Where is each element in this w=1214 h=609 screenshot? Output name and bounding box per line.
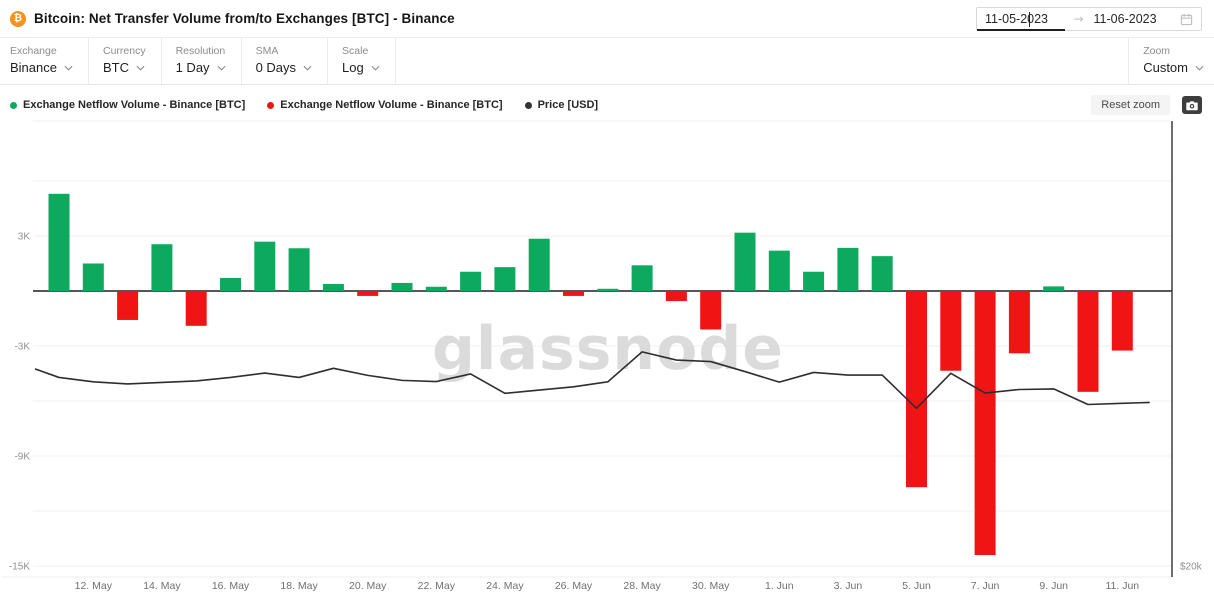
camera-screenshot-button[interactable]: [1182, 96, 1202, 114]
netflow-bar[interactable]: [1111, 290, 1133, 351]
x-axis-tick-label: 20. May: [349, 580, 387, 592]
netflow-bar[interactable]: [1008, 290, 1030, 354]
x-axis-tick-label: 24. May: [486, 580, 524, 592]
netflow-bar[interactable]: [185, 290, 207, 326]
netflow-bar[interactable]: [563, 290, 584, 296]
x-axis-tick-label: 18. May: [280, 580, 318, 592]
zoom-select[interactable]: Zoom Custom: [1128, 38, 1214, 84]
netflow-bar[interactable]: [220, 277, 241, 291]
calendar-icon[interactable]: [1180, 13, 1193, 26]
netflow-bar[interactable]: [906, 290, 927, 488]
x-axis-tick-label: 9. Jun: [1039, 580, 1068, 592]
netflow-bar[interactable]: [357, 290, 379, 296]
chart-legend-row: Exchange Netflow Volume - Binance [BTC] …: [0, 85, 1214, 115]
netflow-bar[interactable]: [322, 284, 344, 291]
x-axis-tick-label: 12. May: [75, 580, 113, 592]
active-input-underline: [977, 29, 1066, 31]
sma-select[interactable]: SMA 0 Days: [242, 38, 329, 84]
x-axis-tick-label: 22. May: [418, 580, 456, 592]
netflow-bar[interactable]: [460, 271, 482, 291]
netflow-bar[interactable]: [665, 290, 687, 302]
camera-icon: [1186, 100, 1198, 110]
scale-select[interactable]: Scale Log: [328, 38, 396, 84]
green-dot-icon: [10, 101, 17, 109]
netflow-bar[interactable]: [734, 232, 756, 291]
x-axis-tick-label: 5. Jun: [902, 580, 931, 592]
resolution-select[interactable]: Resolution 1 Day: [162, 38, 242, 84]
x-axis-tick-label: 16. May: [212, 580, 250, 592]
x-axis-tick-label: 1. Jun: [765, 580, 794, 592]
netflow-bar[interactable]: [837, 247, 859, 291]
arrow-right-icon: →: [1073, 12, 1084, 26]
chevron-down-icon: [217, 65, 226, 71]
x-axis-tick-label: 11. Jun: [1105, 580, 1139, 592]
chevron-down-icon: [64, 65, 73, 71]
y-axis-tick-label: -9K: [14, 452, 30, 463]
netflow-bar[interactable]: [391, 282, 413, 291]
currency-select[interactable]: Currency BTC: [89, 38, 162, 84]
netflow-bar[interactable]: [494, 267, 516, 291]
red-dot-icon: [267, 101, 275, 109]
start-date-input[interactable]: [985, 12, 1072, 26]
reset-zoom-button[interactable]: Reset zoom: [1091, 95, 1170, 115]
netflow-bar[interactable]: [1077, 290, 1099, 392]
text-caret: [1029, 12, 1030, 27]
netflow-bar[interactable]: [700, 290, 722, 330]
x-axis-tick-label: 3. Jun: [834, 580, 863, 592]
exchange-select[interactable]: Exchange Binance: [0, 38, 89, 84]
netflow-bar[interactable]: [768, 250, 790, 291]
netflow-bar[interactable]: [528, 238, 550, 291]
chevron-down-icon: [1195, 65, 1204, 71]
bitcoin-icon: ₿: [10, 10, 26, 27]
netflow-bar[interactable]: [974, 290, 996, 556]
end-date-input[interactable]: [1093, 12, 1180, 26]
x-axis-tick-label: 30. May: [692, 580, 730, 592]
price-line: [34, 351, 1150, 410]
netflow-bar[interactable]: [288, 248, 310, 291]
netflow-bar[interactable]: [803, 271, 825, 291]
netflow-bar[interactable]: [425, 286, 447, 291]
x-axis-tick-label: 26. May: [555, 580, 593, 592]
chevron-down-icon: [303, 65, 312, 71]
netflow-bar[interactable]: [82, 263, 104, 291]
netflow-bar[interactable]: [871, 256, 893, 291]
y-axis-tick-label: -15K: [9, 562, 30, 573]
glassnode-watermark: glassnode: [432, 314, 784, 384]
y-axis-tick-label: 3K: [18, 231, 31, 242]
legend-item-netflow-negative[interactable]: Exchange Netflow Volume - Binance [BTC]: [267, 99, 503, 111]
netflow-bar[interactable]: [48, 193, 70, 291]
netflow-bar[interactable]: [1043, 286, 1065, 291]
netflow-bar[interactable]: [151, 244, 173, 291]
chevron-down-icon: [136, 65, 145, 71]
black-dot-icon: [524, 101, 532, 109]
legend-item-price[interactable]: Price [USD]: [524, 99, 598, 111]
x-axis-tick-label: 28. May: [623, 580, 661, 592]
date-range-picker[interactable]: →: [976, 7, 1202, 31]
price-axis-tick-label: $20k: [1180, 561, 1203, 572]
netflow-bar[interactable]: [631, 265, 653, 291]
netflow-bar[interactable]: [254, 241, 276, 291]
legend-item-netflow-positive[interactable]: Exchange Netflow Volume - Binance [BTC]: [10, 99, 245, 111]
title-bar: ₿ Bitcoin: Net Transfer Volume from/to E…: [0, 0, 1214, 38]
chart-controls-toolbar: Exchange Binance Currency BTC Resolution…: [0, 38, 1214, 85]
netflow-bar[interactable]: [940, 290, 962, 371]
chevron-down-icon: [371, 65, 380, 71]
x-axis-tick-label: 7. Jun: [971, 580, 1000, 592]
x-axis-tick-label: 14. May: [143, 580, 181, 592]
y-axis-tick-label: -3K: [14, 341, 30, 352]
netflow-bar[interactable]: [597, 288, 619, 291]
netflow-bar[interactable]: [117, 290, 139, 320]
page-title: Bitcoin: Net Transfer Volume from/to Exc…: [34, 11, 455, 26]
